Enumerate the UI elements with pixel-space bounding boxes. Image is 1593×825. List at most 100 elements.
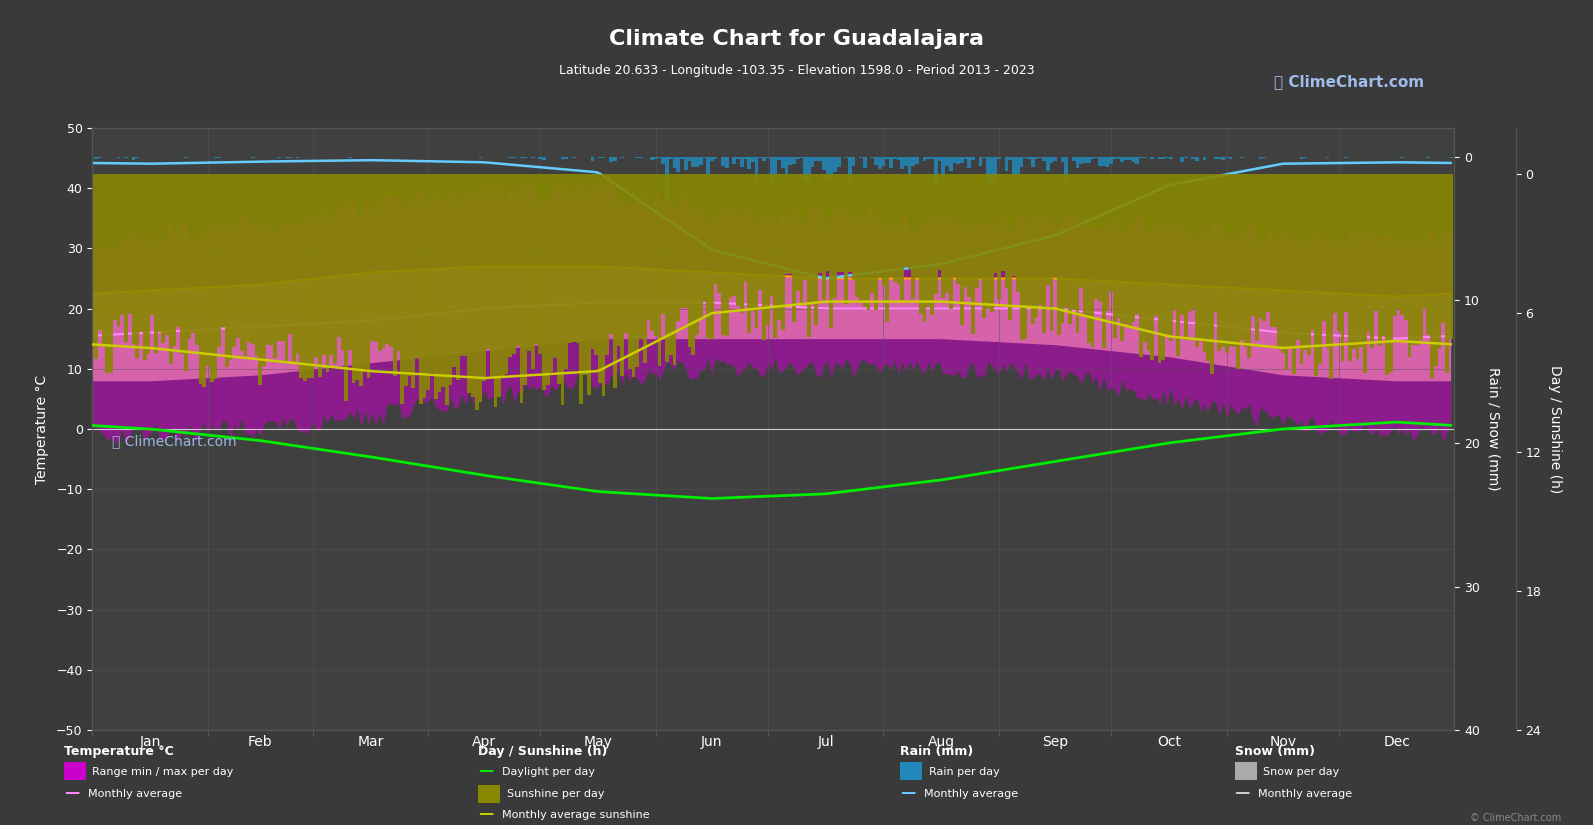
Bar <box>658 157 661 158</box>
Bar <box>1000 174 1005 271</box>
Bar <box>927 157 930 159</box>
Bar <box>833 157 836 172</box>
Bar <box>881 157 886 166</box>
Bar <box>706 157 710 176</box>
Bar <box>859 157 863 158</box>
Bar <box>878 174 881 278</box>
Bar <box>1114 174 1117 338</box>
Bar <box>393 174 397 376</box>
Bar <box>650 174 655 331</box>
Bar <box>1400 157 1403 158</box>
Bar <box>1091 174 1094 347</box>
Bar <box>1172 174 1176 310</box>
Bar <box>789 174 792 275</box>
Bar <box>1023 174 1027 339</box>
Bar <box>822 157 825 170</box>
Bar <box>1341 174 1344 361</box>
Bar <box>575 174 580 343</box>
Bar <box>1169 174 1172 342</box>
Bar <box>989 174 994 313</box>
Bar <box>1239 157 1244 158</box>
Bar <box>116 174 121 326</box>
Bar <box>911 174 916 299</box>
Bar <box>183 174 188 371</box>
Bar <box>1244 174 1247 346</box>
Bar <box>1322 174 1325 321</box>
Bar <box>1106 174 1109 310</box>
Bar <box>953 157 956 163</box>
Text: 🌍 ClimeChart.com: 🌍 ClimeChart.com <box>1274 74 1424 90</box>
Bar <box>613 174 616 388</box>
Bar <box>878 157 881 169</box>
Bar <box>881 174 886 286</box>
Bar <box>1311 174 1314 330</box>
Bar <box>225 174 229 366</box>
Bar <box>1448 157 1453 158</box>
Bar <box>602 157 605 158</box>
Bar <box>330 174 333 355</box>
Bar <box>1415 174 1419 345</box>
Bar <box>714 157 717 158</box>
Bar <box>661 174 666 314</box>
Text: Snow (mm): Snow (mm) <box>1235 745 1314 758</box>
Bar <box>613 157 616 162</box>
Bar <box>852 157 855 167</box>
Bar <box>886 174 889 323</box>
Bar <box>292 174 296 362</box>
Bar <box>513 157 516 158</box>
Bar <box>524 174 527 385</box>
Bar <box>1222 157 1225 160</box>
Bar <box>1247 174 1251 358</box>
Bar <box>889 174 892 277</box>
Bar <box>1228 157 1233 159</box>
Text: © ClimeChart.com: © ClimeChart.com <box>1470 813 1561 823</box>
Bar <box>572 174 575 342</box>
Bar <box>1083 157 1086 163</box>
Text: —: — <box>478 762 494 778</box>
Bar <box>863 157 867 168</box>
Text: Monthly average: Monthly average <box>924 789 1018 799</box>
Bar <box>561 174 564 405</box>
Bar <box>1050 157 1053 163</box>
Bar <box>1344 157 1348 158</box>
Bar <box>691 157 695 167</box>
Bar <box>132 157 135 159</box>
Bar <box>875 157 878 165</box>
Bar <box>975 174 978 288</box>
Bar <box>1437 174 1442 349</box>
Bar <box>1128 157 1131 160</box>
Bar <box>1214 174 1217 312</box>
Bar <box>661 157 666 163</box>
Bar <box>150 174 155 315</box>
Bar <box>769 157 774 184</box>
Bar <box>733 174 736 295</box>
Bar <box>252 157 255 158</box>
Bar <box>486 174 489 349</box>
Bar <box>244 174 247 356</box>
Bar <box>1295 174 1300 340</box>
Bar <box>116 157 121 158</box>
Bar <box>1120 157 1125 162</box>
Bar <box>964 157 967 158</box>
Bar <box>1333 174 1337 314</box>
Bar <box>422 174 427 398</box>
Bar <box>658 174 661 366</box>
Bar <box>1086 157 1091 163</box>
Bar <box>785 157 789 174</box>
Bar <box>1306 174 1311 355</box>
Bar <box>1397 174 1400 309</box>
Bar <box>1128 174 1131 327</box>
Bar <box>1442 174 1445 323</box>
Bar <box>263 174 266 366</box>
Bar <box>777 157 781 160</box>
Bar <box>546 174 550 384</box>
Bar <box>333 174 336 364</box>
Bar <box>252 174 255 344</box>
Bar <box>1319 174 1322 365</box>
Bar <box>792 157 796 164</box>
Bar <box>158 174 161 332</box>
Bar <box>808 157 811 181</box>
Bar <box>519 174 524 403</box>
Bar <box>930 157 933 159</box>
Bar <box>296 174 299 354</box>
